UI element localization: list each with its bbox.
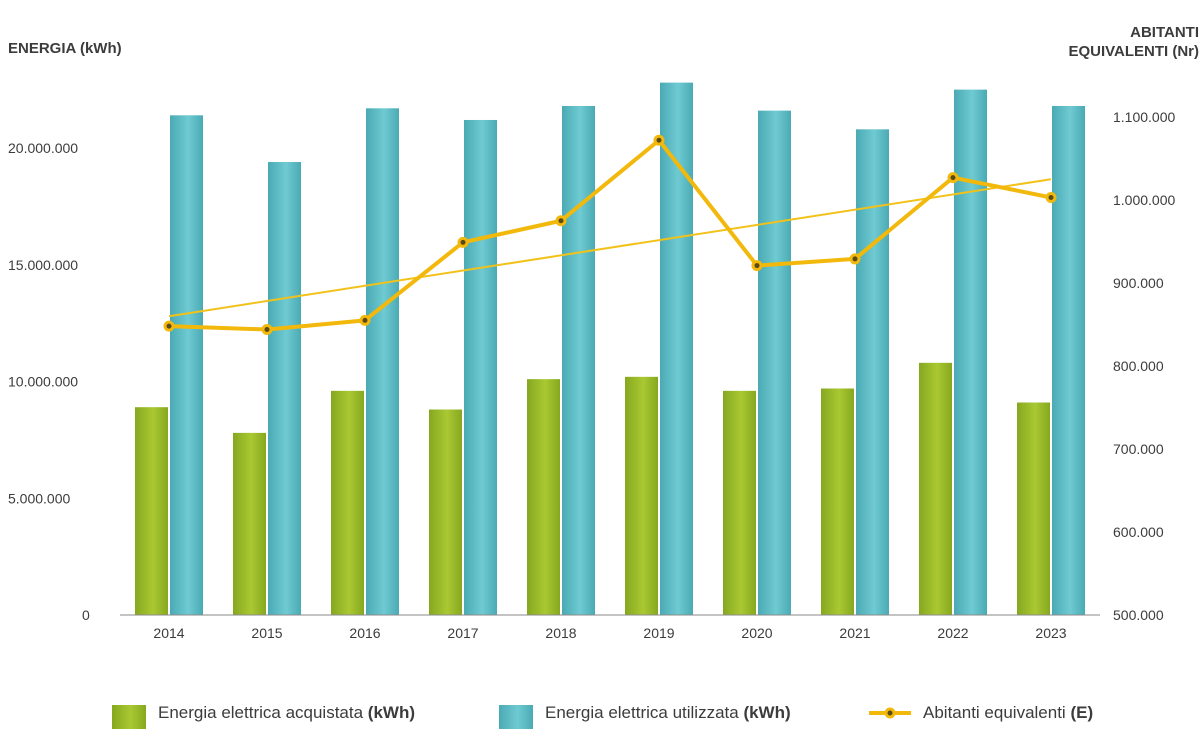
x-tick-label: 2015: [251, 625, 282, 641]
bar-acquistata: [723, 390, 756, 615]
bar-utilizzata: [366, 108, 399, 616]
line-point-dot: [656, 137, 662, 143]
bar-utilizzata: [562, 105, 595, 615]
right-tick-label: 700.000: [1113, 441, 1164, 457]
legend-marker-dot: [887, 710, 893, 716]
right-axis-ticks: 500.000 600.000 700.000 800.000 900.000 1.000…: [1113, 109, 1175, 623]
right-tick-label: 800.000: [1113, 358, 1164, 374]
bar-acquistata: [1017, 402, 1050, 615]
x-tick-label: 2016: [349, 625, 380, 641]
x-axis-ticks: 2014 2015 2016 2017 2018 2019 2020 2021 2022 2023: [153, 625, 1066, 641]
bar-acquistata: [331, 390, 364, 615]
x-tick-label: 2020: [741, 625, 772, 641]
bar-acquistata: [233, 432, 266, 615]
x-tick-label: 2018: [545, 625, 576, 641]
legend-label-acquistata: Energia elettrica acquistata (kWh): [158, 703, 415, 722]
bar-utilizzata: [660, 82, 693, 616]
right-tick-label: 900.000: [1113, 275, 1164, 291]
line-point-dot: [852, 256, 858, 262]
line-abitanti: [168, 138, 1052, 332]
legend-label-abitanti: Abitanti equivalenti (E): [923, 703, 1093, 722]
right-tick-label: 600.000: [1113, 524, 1164, 540]
trendline-group: [168, 178, 1052, 318]
left-tick-label: 10.000.000: [8, 374, 78, 390]
line-point-dot: [362, 317, 368, 323]
bar-utilizzata: [758, 110, 791, 615]
x-tick-label: 2022: [937, 625, 968, 641]
right-tick-label: 500.000: [1113, 607, 1164, 623]
bars-group: [135, 82, 1085, 616]
bar-utilizzata: [1052, 105, 1085, 615]
line-point-dot: [754, 263, 760, 269]
bar-acquistata: [919, 362, 952, 615]
x-tick-label: 2019: [643, 625, 674, 641]
legend: Energia elettrica acquistata (kWh) Energi…: [112, 703, 1093, 729]
bar-utilizzata: [268, 162, 301, 615]
trendline: [168, 178, 1052, 318]
left-axis-ticks: 0 5.000.000 10.000.000 15.000.000 20.000.000: [8, 140, 90, 623]
legend-swatch-utilizzata: [499, 705, 533, 729]
line-point-dot: [166, 323, 172, 329]
line-point-dot: [460, 239, 466, 245]
bar-utilizzata: [856, 129, 889, 615]
line-series-group: [163, 134, 1057, 335]
bar-utilizzata: [954, 89, 987, 615]
right-tick-label: 1.100.000: [1113, 109, 1175, 125]
bar-acquistata: [625, 376, 658, 615]
line-point-dot: [950, 175, 956, 181]
bar-utilizzata: [464, 119, 497, 615]
bar-acquistata: [527, 379, 560, 615]
legend-swatch-acquistata: [112, 705, 146, 729]
right-tick-label: 1.000.000: [1113, 192, 1175, 208]
line-point-dot: [264, 326, 270, 332]
line-point-dot: [558, 218, 564, 224]
right-axis-title-line1: ABITANTI: [1130, 24, 1199, 41]
legend-label-utilizzata: Energia elettrica utilizzata (kWh): [545, 703, 791, 722]
bar-acquistata: [429, 409, 462, 615]
x-tick-label: 2021: [839, 625, 870, 641]
x-tick-label: 2014: [153, 625, 184, 641]
right-axis-title-line2: EQUIVALENTI (Nr): [1068, 43, 1199, 60]
x-tick-label: 2023: [1035, 625, 1066, 641]
left-axis-title: ENERGIA (kWh): [8, 40, 122, 57]
left-tick-label: 5.000.000: [8, 490, 70, 506]
left-tick-label: 0: [82, 607, 90, 623]
left-tick-label: 15.000.000: [8, 257, 78, 273]
x-tick-label: 2017: [447, 625, 478, 641]
bar-acquistata: [821, 388, 854, 615]
bar-acquistata: [135, 407, 168, 615]
line-point-dot: [1048, 195, 1054, 201]
bar-utilizzata: [170, 115, 203, 615]
left-tick-label: 20.000.000: [8, 140, 78, 156]
